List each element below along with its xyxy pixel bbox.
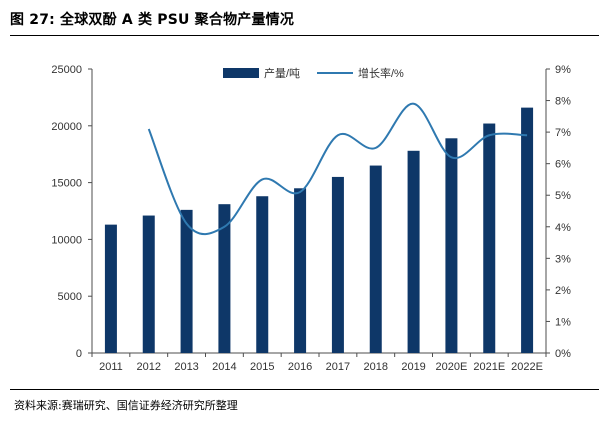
left-tick-label: 25000 <box>51 64 82 76</box>
legend-line-label: 增长率/% <box>358 66 404 80</box>
right-tick-label: 4% <box>555 222 571 234</box>
left-tick-label: 10000 <box>51 234 82 246</box>
bar-2019 <box>407 150 420 353</box>
legend: 产量/吨 增长率/% <box>223 66 404 80</box>
x-tick-label: 2014 <box>212 361 236 373</box>
bar-2021E <box>483 123 496 353</box>
bar-2014 <box>218 204 231 353</box>
bar-2018 <box>369 165 382 353</box>
source-divider <box>10 389 599 390</box>
figure-title: 图 27: 全球双酚 A 类 PSU 聚合物产量情况 <box>10 12 295 28</box>
left-tick-label: 15000 <box>51 178 82 190</box>
left-tick-label: 20000 <box>51 121 82 133</box>
tick-labels: 0 5000 10000 15000 20000 25000 0% 1% 2% 3% 4% 5% 6% 7… <box>51 64 571 373</box>
right-tick-label: 6% <box>555 159 571 171</box>
left-tick-label: 5000 <box>58 291 82 303</box>
x-tick-label: 2020E <box>436 361 468 373</box>
right-tick-label: 3% <box>555 253 571 265</box>
growth-rate-line <box>147 102 528 236</box>
x-tick-label: 2021E <box>473 361 505 373</box>
x-tick-label: 2018 <box>364 361 388 373</box>
legend-bar-swatch <box>223 68 259 78</box>
x-tick-label: 2012 <box>137 361 161 373</box>
x-tick-label: 2013 <box>174 361 198 373</box>
bar-2011 <box>104 224 117 353</box>
x-tick-label: 2016 <box>288 361 312 373</box>
x-tick-label: 2019 <box>401 361 425 373</box>
right-tick-label: 8% <box>555 96 571 108</box>
line-series <box>147 102 528 236</box>
right-tick-label: 1% <box>555 316 571 328</box>
bar-2013 <box>180 209 193 353</box>
x-tick-label: 2015 <box>250 361 274 373</box>
title-divider <box>10 35 599 36</box>
left-tick-label: 0 <box>76 348 82 360</box>
bar-2012 <box>142 215 155 353</box>
bar-2017 <box>331 176 344 353</box>
x-tick-label: 2011 <box>99 361 123 373</box>
right-tick-label: 9% <box>555 64 571 76</box>
right-tick-label: 7% <box>555 127 571 139</box>
bar-2022E <box>521 107 534 354</box>
x-tick-label: 2022E <box>511 361 543 373</box>
bar-series <box>104 107 534 354</box>
bar-2015 <box>256 196 269 353</box>
chart-axes <box>88 68 550 357</box>
right-tick-label: 2% <box>555 285 571 297</box>
legend-bar-label: 产量/吨 <box>264 66 300 80</box>
bar-2020E <box>445 138 458 353</box>
source-note: 资料来源:赛瑞研究、国信证券经济研究所整理 <box>14 399 238 412</box>
right-tick-label: 5% <box>555 190 571 202</box>
x-tick-label: 2017 <box>326 361 350 373</box>
bar-2016 <box>294 188 307 353</box>
right-tick-label: 0% <box>555 348 571 360</box>
